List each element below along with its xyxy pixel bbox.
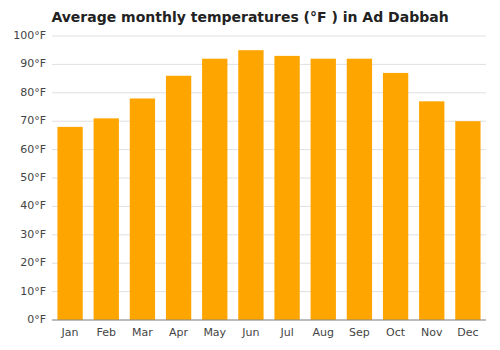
x-tick-label: Dec	[457, 326, 478, 339]
y-tick-label: 90°F	[20, 57, 46, 70]
chart-container: 0°F 10°F 20°F 30°F 40°F 50°F 60°F 70°F 80°F 90°F 1…	[0, 0, 500, 350]
x-tick-label: Oct	[386, 326, 406, 339]
bar	[347, 59, 372, 320]
x-axis: Jan Feb Mar Apr May Jun Jul Aug Sep Oct Nov Dec	[61, 326, 479, 339]
bar	[419, 101, 444, 320]
x-tick-label: Apr	[169, 326, 189, 339]
grid	[52, 36, 486, 320]
x-axis-line	[52, 320, 486, 321]
y-tick-label: 20°F	[20, 256, 46, 269]
y-tick-label: 60°F	[20, 143, 46, 156]
grid-line	[52, 36, 486, 37]
x-tick-label: Nov	[421, 326, 443, 339]
bar	[166, 76, 191, 320]
y-axis: 0°F 10°F 20°F 30°F 40°F 50°F 60°F 70°F 80°F 90°F 1…	[13, 29, 46, 326]
y-tick-label: 40°F	[20, 199, 46, 212]
y-tick-label: 30°F	[20, 228, 46, 241]
bars	[57, 50, 480, 320]
grid-line	[52, 64, 486, 65]
grid-line	[52, 320, 486, 321]
bar	[455, 121, 480, 320]
grid-line	[52, 92, 486, 93]
bar	[311, 59, 336, 320]
x-tick-label: Jul	[279, 326, 293, 339]
y-tick-label: 100°F	[13, 29, 46, 42]
x-tick-label: May	[203, 326, 226, 339]
y-tick-label: 0°F	[27, 313, 46, 326]
bar	[94, 118, 119, 320]
chart-svg: 0°F 10°F 20°F 30°F 40°F 50°F 60°F 70°F 80°F 90°F 1…	[0, 0, 500, 350]
bar	[202, 59, 227, 320]
x-tick-label: Feb	[97, 326, 116, 339]
bar	[57, 127, 82, 320]
y-tick-label: 50°F	[20, 171, 46, 184]
x-tick-label: Mar	[132, 326, 153, 339]
y-tick-label: 80°F	[20, 86, 46, 99]
x-tick-label: Aug	[313, 326, 334, 339]
bar	[383, 73, 408, 320]
title: Average monthly temperatures (°F ) in Ad…	[51, 9, 448, 25]
bar	[130, 98, 155, 320]
bar	[274, 56, 299, 320]
x-tick-label: Sep	[349, 326, 370, 339]
bar	[238, 50, 263, 320]
y-tick-label: 70°F	[20, 114, 46, 127]
x-tick-label: Jan	[61, 326, 79, 339]
x-tick-label: Jun	[241, 326, 259, 339]
y-tick-label: 10°F	[20, 285, 46, 298]
